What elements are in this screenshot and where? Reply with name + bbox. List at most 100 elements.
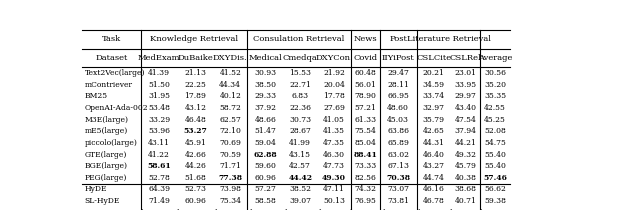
Text: mContriever: mContriever: [84, 81, 132, 89]
Text: 47.35: 47.35: [323, 139, 345, 147]
Text: 63.02: 63.02: [387, 151, 409, 159]
Text: 21.92: 21.92: [323, 69, 345, 77]
Text: 45.25: 45.25: [484, 116, 506, 124]
Text: 22.71: 22.71: [289, 81, 311, 89]
Text: 35.35: 35.35: [484, 92, 506, 100]
Text: 59.38: 59.38: [484, 197, 506, 205]
Text: 47.54: 47.54: [454, 116, 476, 124]
Text: 54.75: 54.75: [484, 139, 506, 147]
Text: 60.96: 60.96: [254, 174, 276, 182]
Text: 41.39: 41.39: [148, 69, 170, 77]
Text: 58.61: 58.61: [147, 162, 171, 170]
Text: 58.58: 58.58: [254, 197, 276, 205]
Text: 88.41: 88.41: [353, 151, 377, 159]
Text: Covid: Covid: [353, 54, 377, 62]
Text: 33.74: 33.74: [422, 92, 445, 100]
Text: 85.04: 85.04: [355, 139, 376, 147]
Text: 38.52: 38.52: [289, 185, 311, 193]
Text: 29.33: 29.33: [254, 92, 276, 100]
Text: 78.90: 78.90: [355, 92, 376, 100]
Text: CSLRel: CSLRel: [449, 54, 481, 62]
Text: 23.01: 23.01: [454, 69, 476, 77]
Text: 70.69: 70.69: [220, 139, 241, 147]
Text: 38.68: 38.68: [454, 185, 476, 193]
Text: 58.72: 58.72: [220, 104, 241, 112]
Text: 33.95: 33.95: [454, 81, 476, 89]
Text: Average: Average: [478, 54, 513, 62]
Text: ↑ 6.41%: ↑ 6.41%: [317, 209, 351, 210]
Text: 44.34: 44.34: [220, 81, 241, 89]
Text: 44.42: 44.42: [288, 174, 312, 182]
Text: mE5(large): mE5(large): [84, 127, 128, 135]
Text: 39.07: 39.07: [289, 197, 311, 205]
Text: Knowledge Retrieval: Knowledge Retrieval: [150, 35, 238, 43]
Text: 29.47: 29.47: [387, 69, 409, 77]
Text: M3E(large): M3E(large): [84, 116, 129, 124]
Text: 6.83: 6.83: [292, 92, 308, 100]
Text: 17.78: 17.78: [323, 92, 345, 100]
Text: 65.89: 65.89: [387, 139, 409, 147]
Text: 41.05: 41.05: [323, 116, 345, 124]
Text: 57.46: 57.46: [483, 174, 507, 182]
Text: 52.73: 52.73: [184, 185, 206, 193]
Text: GTE(large): GTE(large): [84, 151, 127, 159]
Text: 42.55: 42.55: [484, 104, 506, 112]
Text: 75.54: 75.54: [355, 127, 376, 135]
Text: 59.04: 59.04: [254, 139, 276, 147]
Text: 73.33: 73.33: [354, 162, 376, 170]
Text: 47.73: 47.73: [323, 162, 345, 170]
Text: 57.21: 57.21: [355, 104, 376, 112]
Text: 76.95: 76.95: [355, 197, 376, 205]
Text: 53.27: 53.27: [184, 127, 207, 135]
Text: 72.10: 72.10: [220, 127, 241, 135]
Text: 77.38: 77.38: [218, 174, 243, 182]
Text: 50.13: 50.13: [323, 197, 345, 205]
Text: 45.79: 45.79: [454, 162, 476, 170]
Text: 46.78: 46.78: [422, 197, 445, 205]
Text: Task: Task: [102, 35, 122, 43]
Text: 46.16: 46.16: [422, 185, 445, 193]
Text: Text2Vec(large): Text2Vec(large): [84, 69, 145, 77]
Text: 35.20: 35.20: [484, 81, 506, 89]
Text: 31.95: 31.95: [148, 92, 170, 100]
Text: 73.98: 73.98: [220, 185, 241, 193]
Text: Improve.: Improve.: [84, 209, 123, 210]
Text: 21.13: 21.13: [184, 69, 206, 77]
Text: DXYDis.: DXYDis.: [213, 54, 248, 62]
Text: 34.59: 34.59: [422, 81, 445, 89]
Text: Consulation Retrieval: Consulation Retrieval: [253, 35, 345, 43]
Text: 20.21: 20.21: [422, 69, 445, 77]
Text: 42.66: 42.66: [184, 151, 206, 159]
Text: 43.11: 43.11: [148, 139, 170, 147]
Text: 73.07: 73.07: [387, 185, 409, 193]
Text: 37.94: 37.94: [454, 127, 476, 135]
Text: 35.79: 35.79: [422, 116, 445, 124]
Text: 55.40: 55.40: [484, 162, 506, 170]
Text: 57.27: 57.27: [254, 185, 276, 193]
Text: 44.26: 44.26: [184, 162, 206, 170]
Text: 71.71: 71.71: [220, 162, 241, 170]
Text: ↑ 1.01%: ↑ 1.01%: [381, 209, 416, 210]
Text: ↑ 2.29%: ↑ 2.29%: [248, 209, 283, 210]
Text: 29.97: 29.97: [454, 92, 476, 100]
Text: 44.74: 44.74: [422, 174, 445, 182]
Text: 40.71: 40.71: [454, 197, 476, 205]
Text: 51.68: 51.68: [184, 174, 206, 182]
Text: 52.78: 52.78: [148, 174, 170, 182]
Text: 43.40: 43.40: [454, 104, 476, 112]
Text: 64.39: 64.39: [148, 185, 170, 193]
Text: 46.48: 46.48: [184, 116, 206, 124]
Text: 27.69: 27.69: [323, 104, 345, 112]
Text: ↑ 1.34%: ↑ 1.34%: [416, 209, 451, 210]
Text: DuBaike: DuBaike: [177, 54, 213, 62]
Text: ↑ 1.84%: ↑ 1.84%: [213, 209, 248, 210]
Text: 30.56: 30.56: [484, 69, 506, 77]
Text: Medical: Medical: [248, 54, 282, 62]
Text: 20.04: 20.04: [323, 81, 345, 89]
Text: 60.48: 60.48: [355, 69, 376, 77]
Text: 17.89: 17.89: [184, 92, 206, 100]
Text: ↑ 15.61%: ↑ 15.61%: [175, 209, 216, 210]
Text: 62.88: 62.88: [253, 151, 277, 159]
Text: 56.62: 56.62: [484, 185, 506, 193]
Text: 82.56: 82.56: [355, 174, 376, 182]
